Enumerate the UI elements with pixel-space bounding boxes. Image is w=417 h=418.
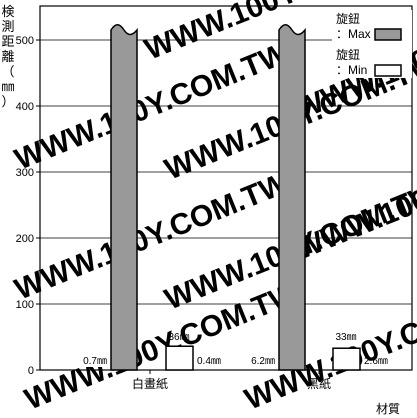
y-tick-label: 500	[16, 35, 34, 47]
legend-label-line1: 旋鈕	[336, 48, 360, 62]
y-axis-label-char: 離	[1, 49, 14, 64]
x-axis-label: 材質	[376, 401, 400, 416]
gridlines	[39, 5, 413, 371]
y-tick-label: 0	[28, 365, 34, 377]
value-labels: 0.7㎜ 36㎜ 0.4㎜ 6.2㎜ 33㎜ 2.6㎜	[61, 332, 388, 367]
category-label: 白畫紙	[132, 376, 168, 391]
bar-max-1	[110, 24, 138, 371]
legend-label-line2: ：Max	[336, 27, 371, 41]
category-labels: 白畫紙 黑紙	[132, 370, 331, 391]
legend-label-line2: ：Min	[336, 63, 367, 77]
y-tick-label: 400	[16, 101, 34, 113]
y-axis-label-char: ㎜	[1, 79, 14, 94]
watermark-text: WWW.100Y.COM.TW	[10, 166, 293, 306]
legend-label-line1: 旋鈕	[336, 12, 360, 26]
value-label-min-top: 36㎜	[168, 332, 189, 343]
value-label-min-top: 33㎜	[335, 332, 356, 343]
watermark-text: WWW.100Y.COM.TW	[290, 126, 417, 266]
bar-min-2	[332, 347, 361, 371]
value-label-min-side: 0.4㎜	[197, 356, 221, 367]
value-label-max-side: 0.7㎜	[83, 356, 107, 367]
category-label: 黑紙	[307, 376, 331, 391]
value-label-bg	[61, 354, 107, 367]
y-tick-label: 300	[16, 167, 34, 179]
y-axis-label-char: 測	[1, 19, 14, 34]
y-axis-label-char: 検	[1, 4, 14, 19]
y-axis-label-char: 距	[1, 34, 14, 49]
bar-min-1	[165, 345, 194, 371]
y-axis: 0 100 200 300 400 500	[16, 35, 40, 377]
legend-swatch	[374, 28, 402, 41]
y-tick-label: 100	[16, 299, 34, 311]
legend-swatch	[374, 64, 402, 77]
bar-max-2	[278, 24, 306, 371]
value-label-bg	[229, 354, 275, 367]
y-axis-label-char: （	[1, 64, 14, 79]
plot-frame	[39, 5, 413, 371]
y-tick-label: 200	[16, 233, 34, 245]
value-label-min-side: 2.6㎜	[364, 356, 388, 367]
bars	[110, 24, 361, 371]
y-axis-label-char: ）	[1, 94, 14, 109]
value-label-max-side: 6.2㎜	[251, 356, 275, 367]
